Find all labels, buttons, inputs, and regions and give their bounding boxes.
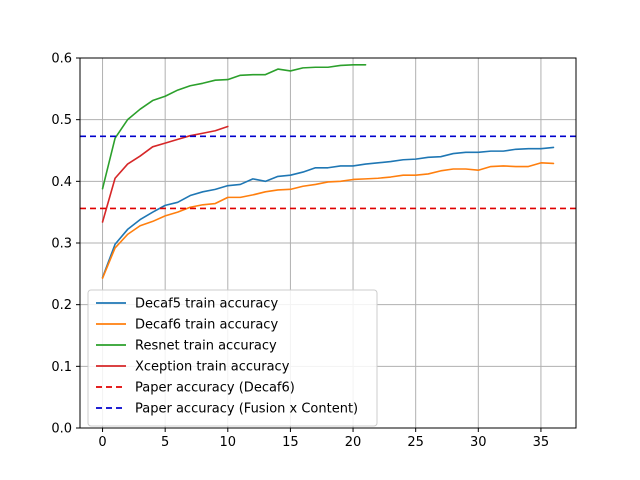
legend: Decaf5 train accuracy Decaf6 train accura… [87, 289, 378, 427]
legend-label: Paper accuracy (Decaf6) [135, 381, 295, 396]
legend-box [87, 289, 378, 427]
x-tick-label: 25 [407, 435, 424, 450]
legend-label: Paper accuracy (Fusion x Content) [135, 402, 358, 417]
y-tick-label: 0.0 [51, 422, 72, 437]
y-tick-label: 0.5 [51, 113, 72, 128]
series-line-0 [101, 146, 555, 279]
y-tick-label: 0.1 [51, 360, 72, 375]
y-tick-label: 0.3 [51, 237, 72, 252]
x-tick-label: 0 [98, 435, 106, 450]
x-tick-label: 35 [533, 435, 550, 450]
legend-label: Decaf6 train accuracy [135, 318, 278, 333]
x-tick-label: 5 [161, 435, 169, 450]
series-lines [80, 63, 576, 279]
series-group [80, 63, 576, 279]
x-tick-label: 20 [345, 435, 362, 450]
y-axis: 0.0 0.1 0.2 0.3 0.4 0.5 0.6 [51, 52, 80, 437]
x-axis: 0 5 10 15 20 25 30 35 [98, 428, 549, 450]
series-line-2 [101, 63, 367, 190]
legend-label: Xception train accuracy [135, 360, 290, 375]
series-line-1 [101, 162, 555, 279]
y-tick-label: 0.6 [51, 52, 72, 67]
legend-label: Decaf5 train accuracy [135, 297, 278, 312]
x-tick-label: 10 [220, 435, 237, 450]
x-tick-label: 15 [282, 435, 299, 450]
y-tick-label: 0.2 [51, 298, 72, 313]
x-tick-label: 30 [470, 435, 487, 450]
series-line-3 [101, 125, 229, 223]
legend-label: Resnet train accuracy [135, 339, 277, 354]
y-tick-label: 0.4 [51, 175, 72, 190]
